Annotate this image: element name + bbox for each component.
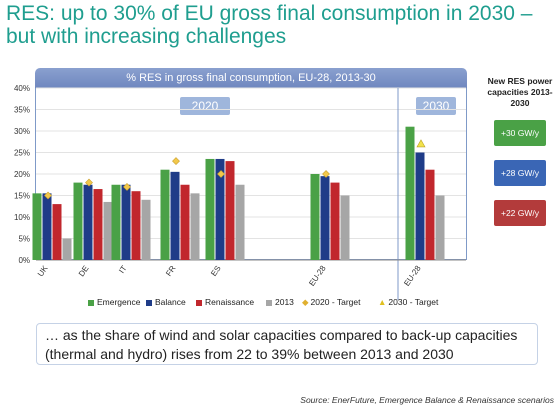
bar-2013 — [190, 193, 200, 260]
legend-swatch — [196, 299, 202, 306]
y-tick-label: 0% — [18, 256, 30, 265]
y-tick-label: 15% — [14, 192, 30, 201]
bar-balance — [215, 158, 225, 260]
legend-label: 2013 — [275, 297, 294, 307]
bar-2013 — [435, 195, 445, 260]
target-2020-marker — [322, 170, 330, 178]
bar-2013 — [235, 184, 245, 260]
target-2020-marker — [172, 157, 180, 166]
capacity-box-renaissance: +22 GW/y — [494, 200, 546, 226]
bar-balance — [121, 184, 131, 260]
callout-box: … as the share of wind and solar capacit… — [36, 323, 538, 365]
bar-emergence — [310, 174, 320, 260]
legend-swatch — [88, 299, 94, 306]
bar-emergence — [32, 193, 42, 260]
target-2020-marker — [123, 182, 131, 191]
bar-balance — [42, 193, 52, 260]
chart-legend: Emergence Balance Renaissance 2013 ◆ 2020… — [88, 297, 448, 311]
bar-renaissance — [180, 184, 190, 260]
y-tick-label: 30% — [14, 127, 30, 136]
target-2030-marker — [416, 139, 426, 148]
x-tick-label: UK — [36, 263, 50, 278]
y-tick-label: 20% — [14, 170, 30, 179]
legend-item-2020-target: ◆ 2020 - Target — [302, 297, 360, 308]
y-tick-label: 5% — [18, 235, 30, 244]
legend-label: 2030 - Target — [388, 297, 439, 307]
bar-2013 — [62, 238, 72, 260]
legend-item-2030-target: ▲ 2030 - Target — [378, 297, 438, 307]
bar-2013 — [340, 195, 350, 260]
target-2020-marker — [85, 178, 93, 187]
legend-item-balance: Balance — [146, 297, 186, 307]
y-tick-label: 40% — [14, 84, 30, 93]
bar-balance — [415, 152, 425, 260]
bar-emergence — [160, 169, 170, 260]
bar-emergence — [111, 184, 121, 260]
bar-balance — [170, 171, 180, 260]
y-tick-label: 35% — [14, 106, 30, 115]
capacity-box-balance: +28 GW/y — [494, 160, 546, 186]
bar-balance — [320, 176, 330, 260]
x-tick-label: EU-28 — [402, 264, 423, 288]
bar-renaissance — [225, 161, 235, 260]
x-tick-label: FR — [164, 264, 178, 278]
bar-2013 — [103, 201, 113, 260]
bar-renaissance — [93, 189, 103, 260]
bar-emergence — [73, 182, 83, 260]
legend-item-renaissance: Renaissance — [196, 297, 254, 307]
diamond-icon: ◆ — [302, 297, 309, 307]
bar-2013 — [141, 199, 151, 260]
legend-item-emergence: Emergence — [88, 297, 140, 307]
legend-label: 2020 - Target — [310, 297, 361, 307]
legend-label: Renaissance — [205, 297, 255, 307]
slide-title: RES: up to 30% of EU gross final consump… — [6, 2, 533, 48]
x-tick-label: DE — [77, 264, 91, 278]
legend-swatch — [146, 299, 152, 306]
legend-label: Balance — [155, 297, 186, 307]
target-2020-marker — [44, 191, 52, 200]
bar-balance — [83, 184, 93, 260]
target-2020-marker — [217, 170, 225, 178]
callout-text: … as the share of wind and solar capacit… — [45, 327, 518, 362]
bar-renaissance — [425, 169, 435, 260]
y-tick-label: 10% — [14, 213, 30, 222]
legend-item-2013: 2013 — [266, 297, 294, 307]
bar-emergence — [405, 126, 415, 260]
x-tick-label: ES — [209, 264, 222, 278]
y-tick-label: 25% — [14, 149, 30, 158]
x-tick-label: EU-28 — [307, 264, 328, 288]
bar-renaissance — [131, 191, 141, 260]
x-tick-label: IT — [117, 264, 129, 275]
bar-renaissance — [52, 204, 62, 260]
bar-renaissance — [330, 182, 340, 260]
legend-swatch — [266, 299, 272, 306]
legend-label: Emergence — [97, 297, 141, 307]
chart-title: % RES in gross final consumption, EU-28,… — [35, 68, 467, 88]
side-panel-title: New RES power capacities 2013-2030 — [487, 76, 553, 108]
bar-emergence — [205, 158, 215, 260]
capacity-box-emergence: +30 GW/y — [494, 120, 546, 146]
triangle-icon: ▲ — [378, 297, 387, 307]
source-note: Source: EnerFuture, Emergence Balance & … — [300, 395, 554, 405]
